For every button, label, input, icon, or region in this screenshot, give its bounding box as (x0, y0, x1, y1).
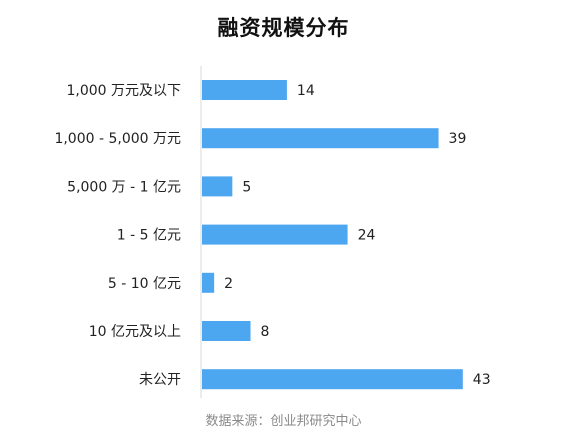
data-label: 39 (449, 131, 467, 147)
category-label: 10 亿元及以上 (89, 324, 181, 340)
chart-source: 数据来源：创业邦研究中心 (205, 414, 362, 429)
data-label: 24 (358, 228, 376, 244)
bar (202, 80, 287, 100)
data-label: 5 (242, 179, 251, 195)
bar (202, 128, 439, 149)
data-label: 8 (261, 324, 270, 340)
chart-title: 融资规模分布 (217, 16, 350, 40)
category-label: 5,000 万 - 1 亿元 (67, 179, 181, 195)
bar (202, 321, 251, 341)
category-label: 未公开 (139, 372, 181, 388)
category-label: 5 - 10 亿元 (108, 276, 181, 292)
category-label: 1 - 5 亿元 (117, 228, 181, 244)
data-label: 14 (297, 83, 315, 99)
category-label: 1,000 - 5,000 万元 (54, 131, 181, 147)
bar (202, 369, 463, 390)
bar (202, 272, 215, 293)
data-label: 43 (473, 372, 491, 388)
category-label: 1,000 万元及以下 (66, 83, 181, 99)
bar (202, 176, 233, 197)
bar (202, 224, 348, 245)
data-label: 2 (224, 276, 233, 292)
